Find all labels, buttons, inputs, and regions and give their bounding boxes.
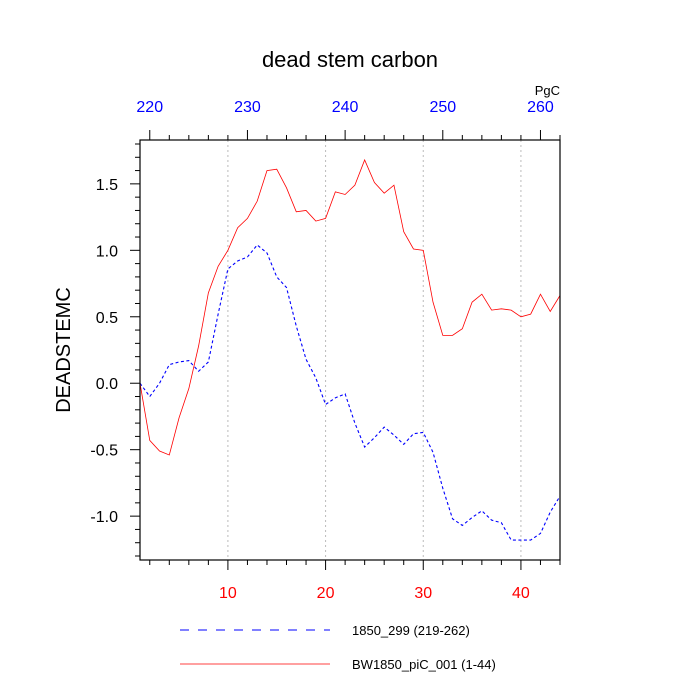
y-tick-label: -1.0 [90,509,118,526]
legend-label-bw1850-pic-001: BW1850_piC_001 (1-44) [352,657,496,672]
x-tick-label-top: 220 [136,99,163,116]
units-label: PgC [535,83,560,98]
series-line-bw1850-pic-001 [139,158,561,456]
x-tick-label-bottom: 40 [512,585,530,602]
x-tick-label-bottom: 30 [414,585,432,602]
x-tick-label-top: 250 [429,99,456,116]
series-line-1850-299 [139,244,561,541]
x-tick-label-top: 260 [527,99,554,116]
y-tick-label: 0.0 [96,376,118,393]
legend: 1850_299 (219-262) BW1850_piC_001 (1-44) [180,623,496,672]
chart-title: dead stem carbon [262,47,438,72]
x-tick-label-top: 240 [332,99,359,116]
x-tick-label-bottom: 20 [317,585,335,602]
x-tick-label-top: 230 [234,99,261,116]
axes: 10 20 30 40 220 230 240 250 260 -1.0 -0.5 0.0 0.5 1.0… [90,99,561,602]
gridlines [227,140,522,560]
legend-label-1850-299: 1850_299 (219-262) [352,623,470,638]
y-axis-label: DEADSTEMC [53,287,75,413]
y-tick-label: 1.5 [96,177,118,194]
y-tick-label: 1.0 [96,243,118,260]
series-group [139,158,561,541]
x-tick-label-bottom: 10 [219,585,237,602]
y-tick-label: -0.5 [90,443,118,460]
y-tick-label: 0.5 [96,310,118,327]
plot-frame [139,139,561,561]
